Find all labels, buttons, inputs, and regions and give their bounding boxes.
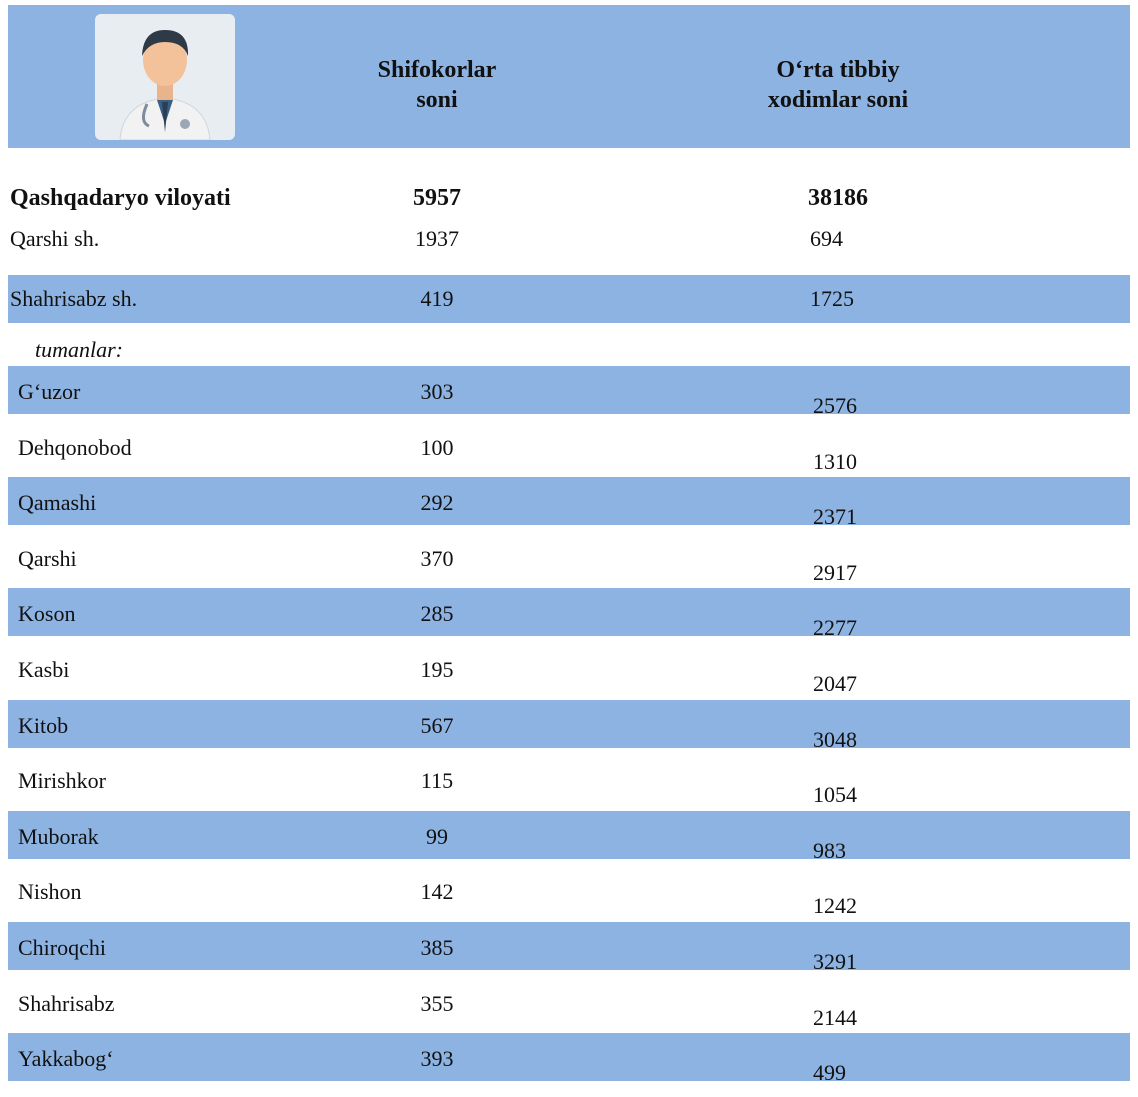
district-name: Muborak [18, 824, 99, 850]
district-doctors: 195 [421, 657, 454, 683]
city-nurses: 1725 [810, 286, 854, 312]
row-band [8, 811, 1130, 859]
district-nurses: 3048 [813, 727, 857, 753]
districts-label: tumanlar: [35, 337, 123, 363]
district-name: Dehqonobod [18, 435, 132, 461]
district-nurses: 1310 [813, 449, 857, 475]
page: Shifokorlarsoni O‘rta tibbiyxodimlar soni… [0, 0, 1138, 1097]
district-nurses: 2144 [813, 1005, 857, 1031]
row-band [8, 588, 1130, 636]
row-band [8, 275, 1130, 323]
header-label: xodimlar soni [768, 85, 908, 115]
district-doctors: 285 [421, 601, 454, 627]
city-doctors: 1937 [415, 226, 459, 252]
district-nurses: 3291 [813, 949, 857, 975]
district-name: G‘uzor [18, 379, 80, 405]
row-band [8, 477, 1130, 525]
district-name: Shahrisabz [18, 991, 115, 1017]
header-label: Shifokorlar [378, 55, 497, 85]
district-doctors: 370 [421, 546, 454, 572]
district-name: Chiroqchi [18, 935, 106, 961]
district-nurses: 1242 [813, 893, 857, 919]
district-nurses: 2371 [813, 504, 857, 530]
region-doctors: 5957 [413, 185, 461, 211]
region-name: Qashqadaryo viloyati [10, 185, 231, 211]
district-name: Kitob [18, 713, 68, 739]
city-nurses: 694 [810, 226, 843, 252]
district-doctors: 355 [421, 991, 454, 1017]
city-name: Shahrisabz sh. [10, 286, 137, 312]
district-name: Yakkabog‘ [18, 1046, 114, 1072]
district-doctors: 393 [421, 1046, 454, 1072]
region-nurses: 38186 [808, 185, 868, 211]
header-label: soni [416, 85, 457, 115]
district-doctors: 100 [421, 435, 454, 461]
district-doctors: 303 [421, 379, 454, 405]
row-band [8, 1033, 1130, 1081]
district-doctors: 292 [421, 490, 454, 516]
district-nurses: 499 [813, 1060, 846, 1086]
district-nurses: 2047 [813, 671, 857, 697]
district-name: Nishon [18, 879, 82, 905]
district-nurses: 2277 [813, 615, 857, 641]
district-doctors: 142 [421, 879, 454, 905]
district-doctors: 385 [421, 935, 454, 961]
district-nurses: 983 [813, 838, 846, 864]
district-nurses: 2917 [813, 560, 857, 586]
district-name: Mirishkor [18, 768, 106, 794]
header-label: O‘rta tibbiy [776, 55, 899, 85]
city-name: Qarshi sh. [10, 226, 99, 252]
district-name: Koson [18, 601, 75, 627]
district-name: Kasbi [18, 657, 69, 683]
city-doctors: 419 [421, 286, 454, 312]
row-band [8, 922, 1130, 970]
doctor-icon [95, 14, 235, 140]
district-name: Qamashi [18, 490, 96, 516]
district-doctors: 115 [421, 768, 453, 794]
row-band [8, 366, 1130, 414]
district-name: Qarshi [18, 546, 77, 572]
row-band [8, 700, 1130, 748]
district-nurses: 1054 [813, 782, 857, 808]
district-nurses: 2576 [813, 393, 857, 419]
district-doctors: 99 [426, 824, 448, 850]
district-doctors: 567 [421, 713, 454, 739]
